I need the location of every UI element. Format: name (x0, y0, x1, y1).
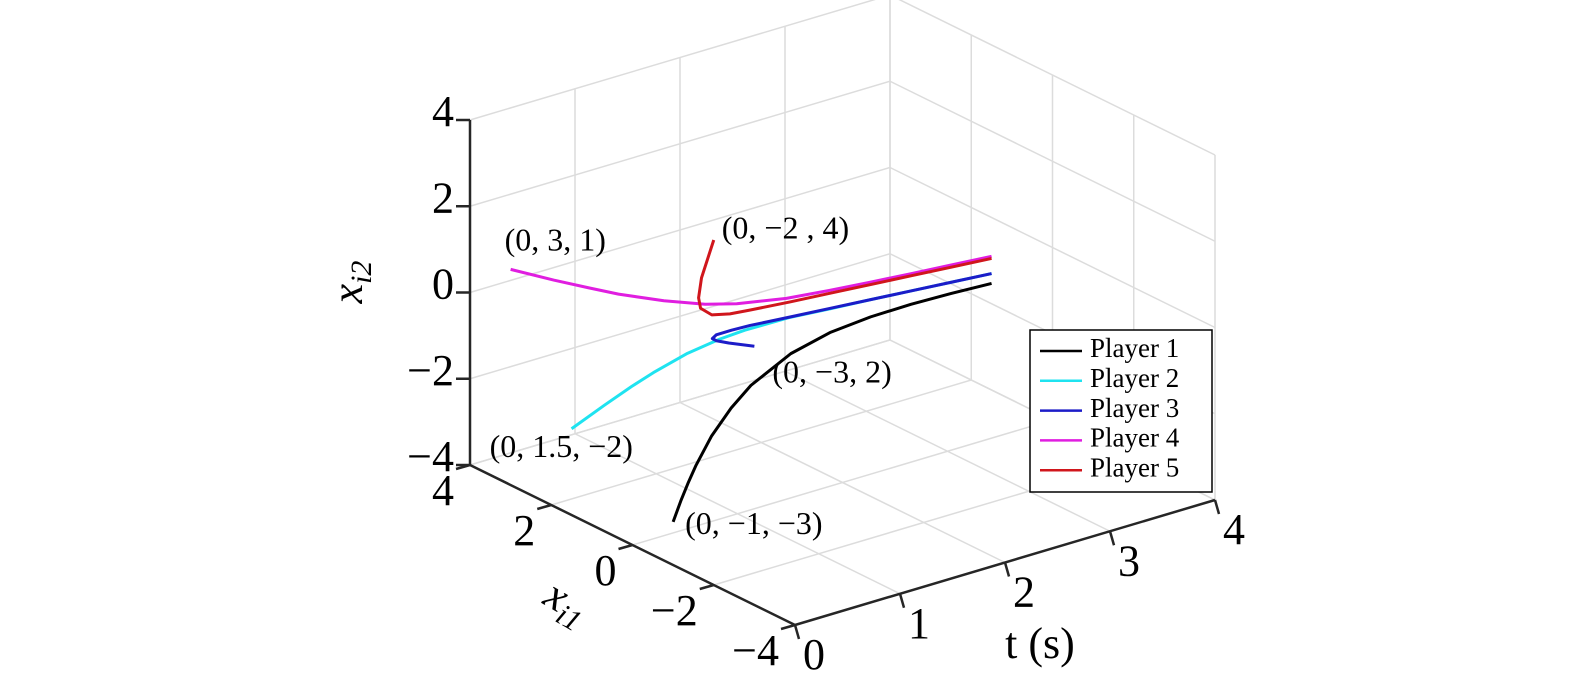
annotation: (0, 3, 1) (505, 222, 606, 258)
grid-line (889, 80, 1216, 242)
z-tick-label: −4 (407, 432, 454, 481)
z-axis-label: xi2 (323, 261, 378, 305)
y-axis-label: xi1 (533, 569, 598, 638)
annotation: (0, −1, −3) (685, 505, 822, 541)
y-tick-label: −4 (732, 626, 779, 675)
y-tick-label: −2 (651, 586, 698, 635)
tick-mark (793, 624, 801, 640)
legend-label: Player 5 (1090, 452, 1179, 482)
grid-line (889, 166, 1216, 329)
x-tick-label: 0 (803, 630, 825, 679)
legend-label: Player 3 (1090, 393, 1179, 423)
legend-label: Player 4 (1090, 423, 1180, 453)
grid (469, 0, 1216, 626)
grid-line (632, 419, 1053, 546)
grid-line (469, 253, 891, 380)
z-tick-label: 4 (432, 87, 454, 136)
x-tick-label: 4 (1223, 505, 1245, 554)
grid-line (469, 0, 876, 121)
tick-mark (618, 543, 633, 551)
grid-line (469, 339, 891, 466)
tick-mark (455, 463, 471, 471)
grid-line (551, 379, 972, 506)
tick-mark (898, 593, 906, 609)
x-tick-label: 3 (1118, 536, 1140, 585)
x-axis-label: t (s) (1005, 619, 1075, 668)
z-tick-label: 2 (432, 173, 454, 222)
series-line (671, 282, 992, 523)
legend-label: Player 2 (1090, 363, 1179, 393)
grid-line (469, 166, 891, 294)
annotation: (0, −2 , 4) (722, 209, 849, 245)
grid-line (469, 80, 891, 207)
legend-label: Player 1 (1090, 333, 1179, 363)
x-tick-label: 1 (908, 599, 930, 648)
lines (510, 239, 992, 523)
tick-mark (1213, 499, 1221, 515)
tick-mark (1108, 530, 1116, 546)
series-line (697, 239, 992, 317)
grid-line (898, 0, 1216, 156)
z-axis-label-text: x (323, 283, 372, 304)
x-tick-label: 2 (1013, 568, 1035, 617)
z-tick-label: 0 (432, 260, 454, 309)
y-tick-label: 4 (432, 466, 454, 515)
tick-mark (1003, 562, 1011, 577)
series-line (510, 254, 992, 306)
z-tick-label: −2 (407, 346, 454, 395)
axes (455, 118, 1221, 640)
annotation: (0, 1.5, −2) (490, 428, 633, 464)
tick-mark (536, 503, 552, 511)
y-tick-label: 2 (513, 506, 535, 555)
z-axis-label-sub: i2 (345, 261, 378, 284)
y-tick-label: 0 (595, 546, 617, 595)
tick-mark (780, 623, 796, 631)
tick-mark (699, 583, 715, 591)
annotation: (0, −3, 2) (772, 354, 891, 390)
series-line (710, 272, 992, 348)
